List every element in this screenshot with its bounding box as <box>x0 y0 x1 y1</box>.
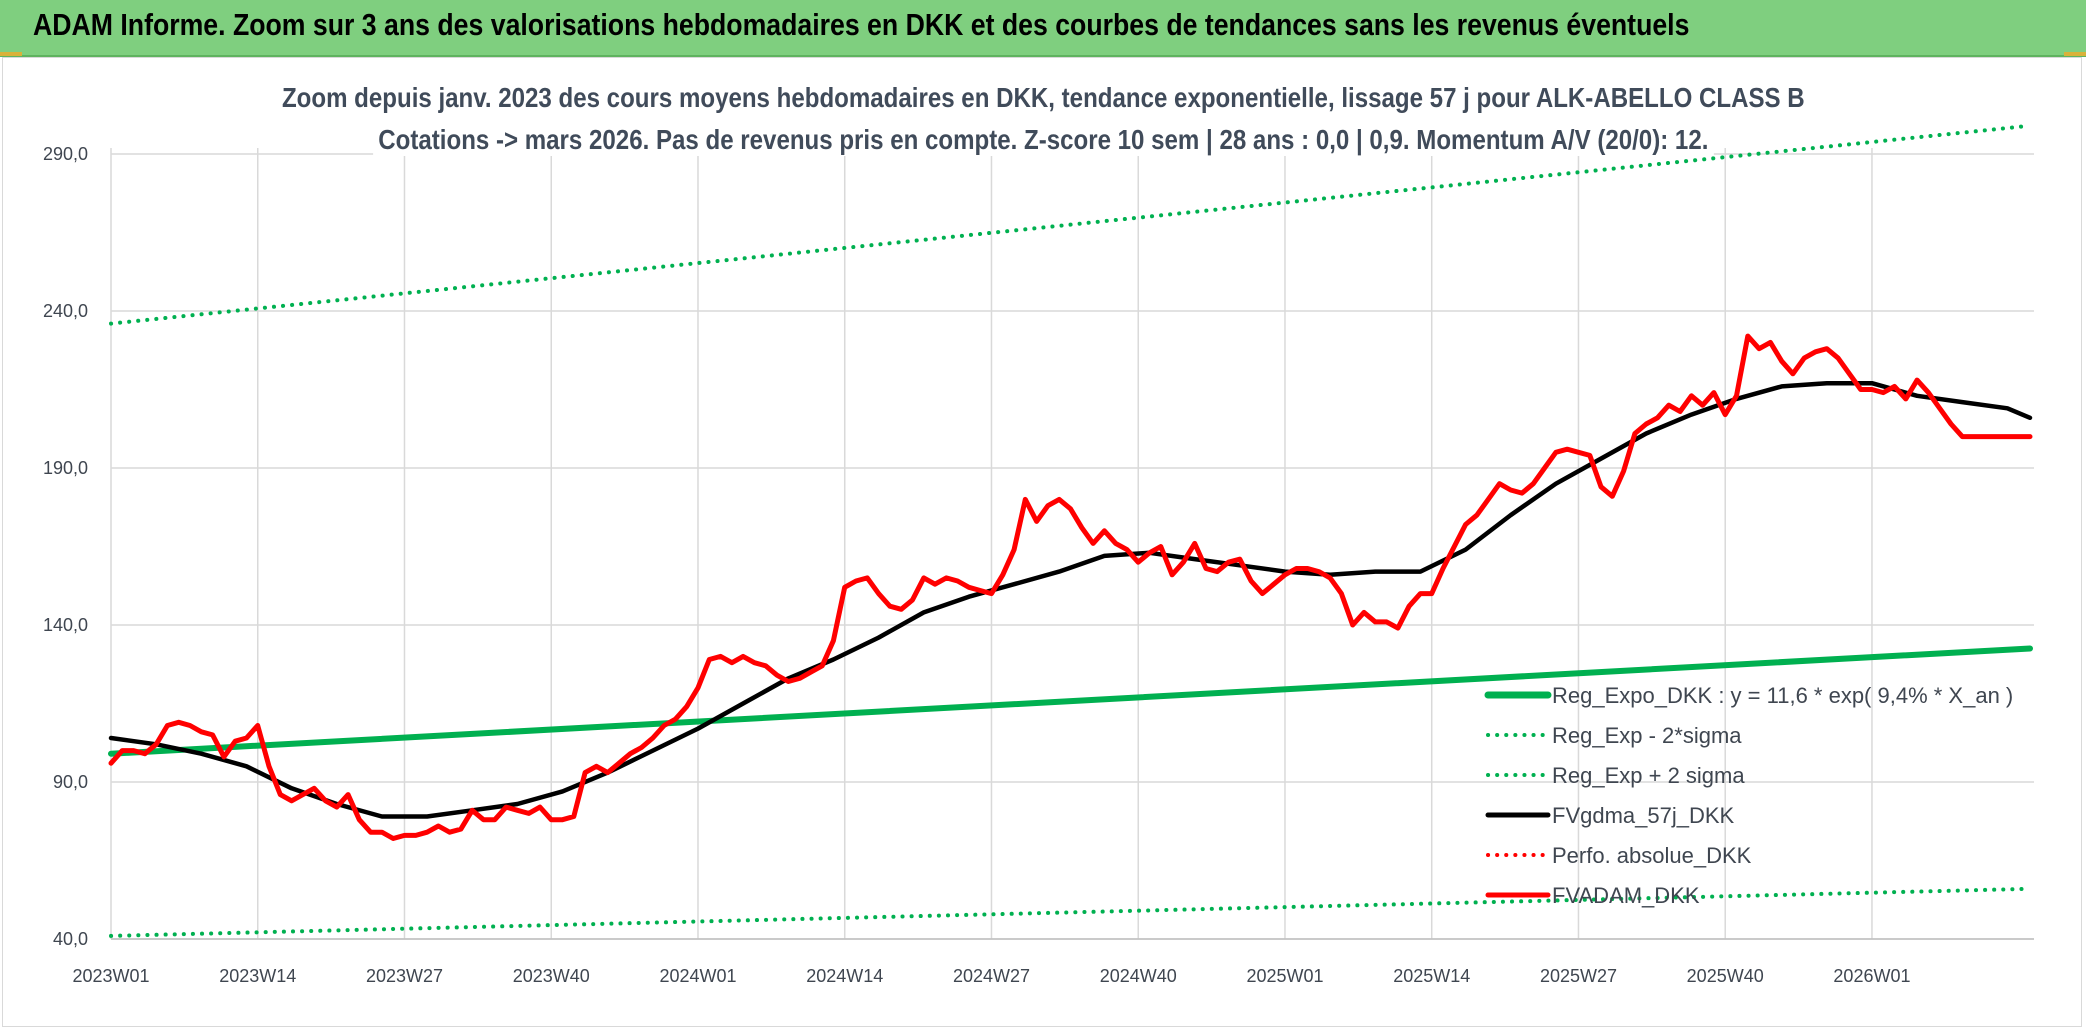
y-tick-label: 90,0 <box>53 772 88 792</box>
chart-subtitle: Cotations -> mars 2026. Pas de revenus p… <box>0 124 2086 156</box>
page-title: ADAM Informe. Zoom sur 3 ans des valoris… <box>33 7 1690 42</box>
x-tick-label: 2025W27 <box>1540 966 1617 986</box>
x-tick-label: 2024W01 <box>659 966 736 986</box>
header-banner: ADAM Informe. Zoom sur 3 ans des valoris… <box>0 0 2086 57</box>
y-tick-label: 40,0 <box>53 929 88 949</box>
x-tick-label: 2023W01 <box>72 966 149 986</box>
series-line <box>108 380 2033 819</box>
x-tick-label: 2026W01 <box>1833 966 1910 986</box>
banner-accent-right <box>2064 52 2086 56</box>
series-line <box>108 645 2033 757</box>
legend-label: Perfo. absolue_DKK <box>1552 843 1752 868</box>
x-tick-label: 2025W40 <box>1687 966 1764 986</box>
y-tick-label: 240,0 <box>43 301 88 321</box>
series-line <box>108 333 2033 841</box>
x-axis: 2023W01 2023W14 2023W27 2023W40 2024W01 2024W… <box>72 938 2034 986</box>
series-line <box>109 123 2032 326</box>
x-tick-label: 2025W14 <box>1393 966 1470 986</box>
legend-label: FVgdma_57j_DKK <box>1552 803 1735 828</box>
banner-accent-left <box>0 52 22 56</box>
series-line <box>109 886 2032 938</box>
chart-frame <box>2 57 2082 1027</box>
legend-label: FVADAM_DKK <box>1552 883 1700 908</box>
legend-label: Reg_Expo_DKK : y = 11,6 * exp( 9,4% * X_… <box>1552 683 2013 708</box>
x-tick-label: 2023W40 <box>513 966 590 986</box>
chart-title: Zoom depuis janv. 2023 des cours moyens … <box>0 82 2086 114</box>
legend-label: Reg_Exp - 2*sigma <box>1552 723 1742 748</box>
y-tick-label: 190,0 <box>43 458 88 478</box>
x-tick-label: 2024W14 <box>806 966 883 986</box>
x-tick-label: 2023W14 <box>219 966 296 986</box>
y-tick-label: 290,0 <box>43 144 88 164</box>
x-tick-label: 2025W01 <box>1246 966 1323 986</box>
x-tick-label: 2024W40 <box>1100 966 1177 986</box>
y-axis: 290,0 240,0 190,0 140,0 90,0 40,0 <box>43 144 88 949</box>
grid-lines <box>110 148 2034 940</box>
legend-label: Reg_Exp + 2 sigma <box>1552 763 1745 788</box>
y-tick-label: 140,0 <box>43 615 88 635</box>
series-layer <box>108 123 2033 938</box>
chart-legend: Reg_Expo_DKK : y = 11,6 * exp( 9,4% * X_… <box>1484 683 2013 908</box>
x-tick-label: 2023W27 <box>366 966 443 986</box>
x-tick-label: 2024W27 <box>953 966 1030 986</box>
